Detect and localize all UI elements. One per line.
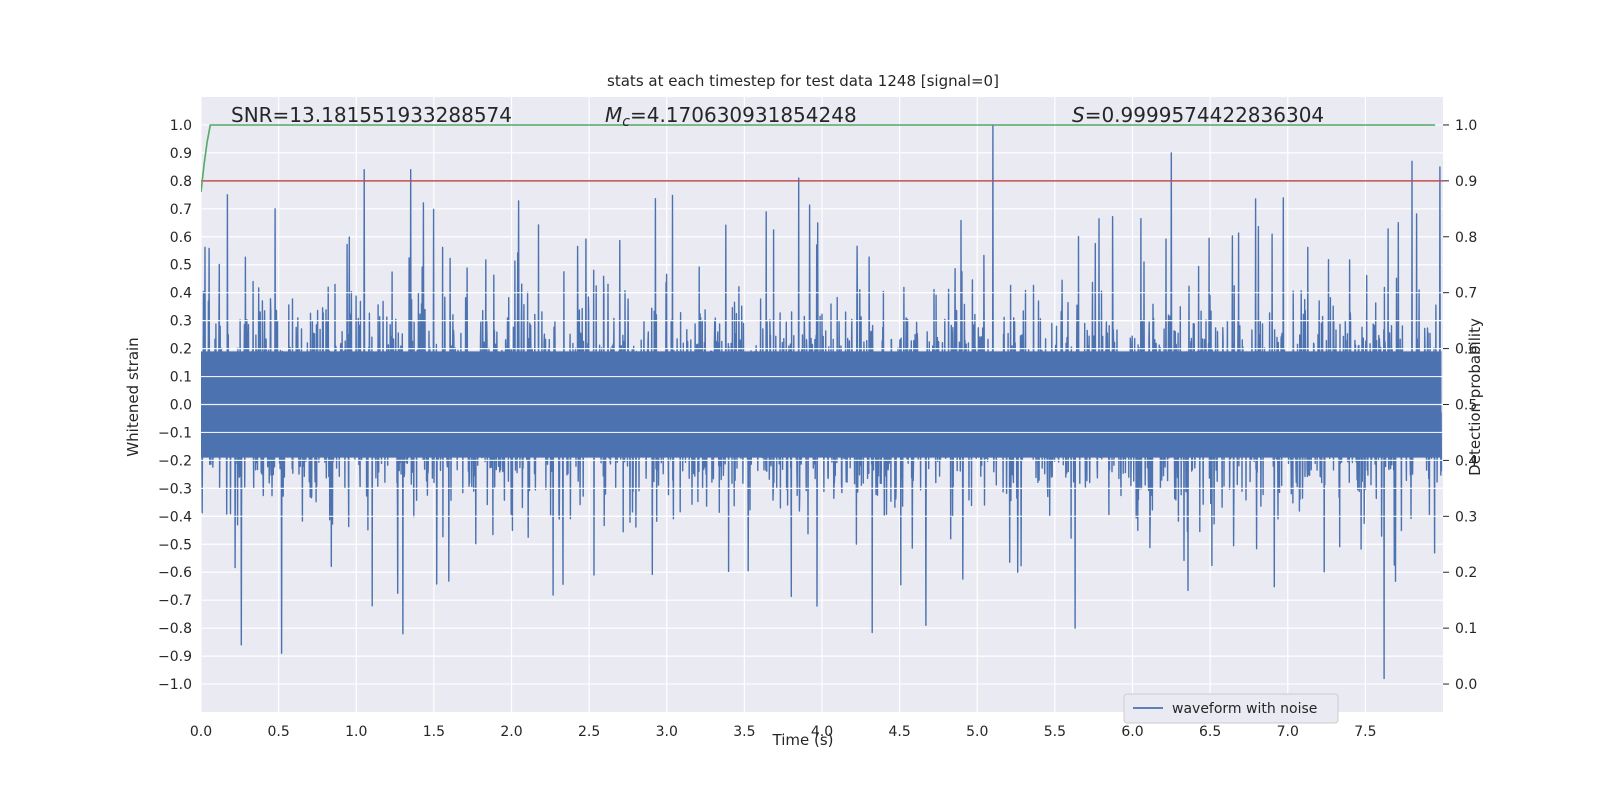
x-tick-label: 4.0 <box>811 724 833 740</box>
y-left-tick-label: −0.3 <box>158 481 192 497</box>
s-symbol: S <box>1072 103 1085 127</box>
x-axis-ticks: 0.0 0.5 1.0 1.5 2.0 2.5 3.0 3.5 4.0 4.5 5.0 5.5 6.0 6… <box>190 724 1377 740</box>
y-right-tick-label: 0.1 <box>1455 621 1477 637</box>
x-tick-label: 4.5 <box>888 724 910 740</box>
y-left-tick-label: −0.4 <box>158 509 192 525</box>
x-tick-label: 0.5 <box>267 724 289 740</box>
x-tick-label: 3.0 <box>656 724 678 740</box>
y-left-axis-label: Whitened strain <box>124 337 142 456</box>
y-right-tick-label: 1.0 <box>1455 118 1477 134</box>
y-left-tick-label: −1.0 <box>158 677 192 693</box>
y-left-tick-label: 0.3 <box>170 314 192 330</box>
x-tick-label: 2.5 <box>578 724 600 740</box>
x-tick-label: 7.0 <box>1277 724 1299 740</box>
y-left-tick-label: −0.9 <box>158 649 192 665</box>
chart-title: stats at each timestep for test data 124… <box>607 72 999 90</box>
y-left-tick-label: −0.5 <box>158 537 192 553</box>
y-right-tick-label: 0.9 <box>1455 174 1477 190</box>
x-tick-label: 0.0 <box>190 724 212 740</box>
x-tick-label: 2.0 <box>500 724 522 740</box>
legend-box <box>1123 693 1339 724</box>
y-right-axis-label: Detection probability <box>1466 318 1484 476</box>
y-right-tick-label: 0.6 <box>1455 342 1477 358</box>
snr-annotation: SNR=13.181551933288574 <box>231 103 512 127</box>
legend-label: waveform with noise <box>1172 701 1317 717</box>
y-left-tick-label: 0.1 <box>170 370 192 386</box>
y-left-tick-label: 0.0 <box>170 398 192 414</box>
y-right-tick-label: 0.8 <box>1455 230 1477 246</box>
y-left-tick-label: 0.8 <box>170 174 192 190</box>
y-left-tick-label: −0.8 <box>158 621 192 637</box>
y-left-tick-label: −0.7 <box>158 593 192 609</box>
chirp-mass-symbol: M <box>605 103 622 127</box>
y-left-tick-label: 1.0 <box>170 118 192 134</box>
x-axis-label: Time (s) <box>772 731 834 749</box>
x-tick-label: 6.0 <box>1121 724 1143 740</box>
y-right-tick-label: 0.5 <box>1455 398 1477 414</box>
x-tick-label: 5.0 <box>966 724 988 740</box>
y-left-tick-label: 0.5 <box>170 258 192 274</box>
y-right-tick-label: 0.0 <box>1455 677 1477 693</box>
waveform-series <box>201 124 1443 680</box>
chirp-mass-subscript: c <box>622 114 630 130</box>
y-right-tick-label: 0.2 <box>1455 565 1477 581</box>
legend: waveform with noise <box>1123 693 1339 724</box>
y-left-tick-label: 0.6 <box>170 230 192 246</box>
y-left-tick-label: 0.2 <box>170 342 192 358</box>
y-right-axis-ticks: 1.0 0.9 0.8 0.7 0.6 0.5 0.4 0.3 0.2 0.1 0.0 <box>1443 118 1477 693</box>
x-tick-label: 1.0 <box>345 724 367 740</box>
y-right-tick-label: 0.4 <box>1455 453 1477 469</box>
x-tick-label: 6.5 <box>1199 724 1221 740</box>
probability-series <box>201 124 1443 193</box>
chirp-mass-annotation: Mc=4.170630931854248 <box>605 103 857 130</box>
y-left-tick-label: 0.7 <box>170 202 192 218</box>
y-left-tick-label: 0.4 <box>170 286 192 302</box>
y-left-tick-label: −0.2 <box>158 453 192 469</box>
x-tick-label: 7.5 <box>1354 724 1376 740</box>
y-left-tick-label: 0.9 <box>170 146 192 162</box>
y-left-axis-ticks: 1.0 0.9 0.8 0.7 0.6 0.5 0.4 0.3 0.2 0.1 0.0 −0.1 −0.… <box>158 118 192 693</box>
y-left-tick-label: −0.1 <box>158 425 192 441</box>
y-left-tick-label: −0.6 <box>158 565 192 581</box>
x-tick-label: 5.5 <box>1044 724 1066 740</box>
y-right-tick-label: 0.3 <box>1455 509 1477 525</box>
x-tick-label: 3.5 <box>733 724 755 740</box>
chirp-mass-value: =4.170630931854248 <box>630 103 857 127</box>
probability-line <box>201 124 1436 193</box>
s-annotation: S=0.9999574422836304 <box>1072 103 1324 127</box>
s-value: =0.9999574422836304 <box>1085 103 1324 127</box>
y-right-tick-label: 0.7 <box>1455 286 1477 302</box>
x-tick-label: 1.5 <box>423 724 445 740</box>
